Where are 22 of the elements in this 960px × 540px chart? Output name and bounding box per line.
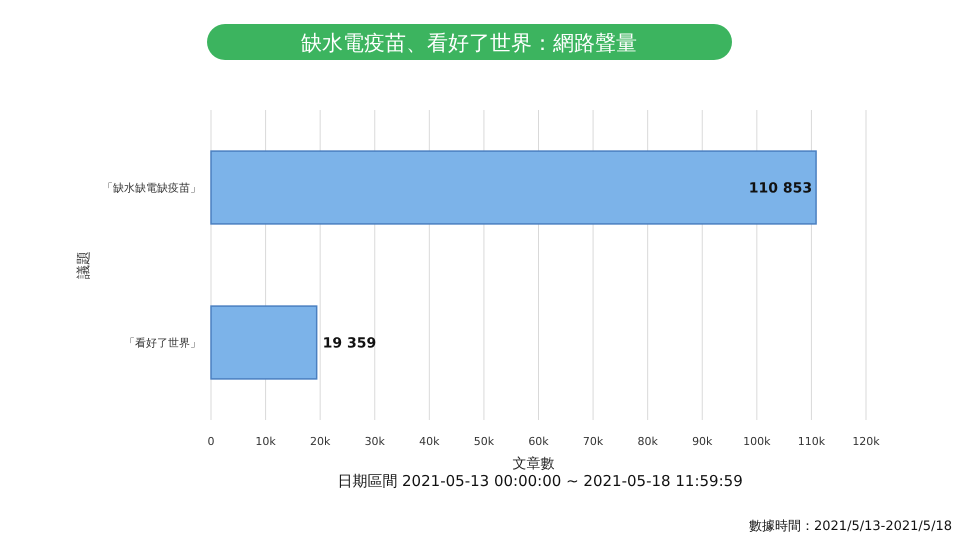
x-tick-label: 50k — [474, 435, 495, 448]
text: 數據時間：2021/5/13-2021/5/18 — [748, 519, 952, 534]
x-tick-label: 120k — [852, 435, 880, 448]
x-tick-label: 40k — [419, 435, 440, 448]
x-tick-label: 100k — [743, 435, 772, 448]
data-label: 19 359 — [322, 336, 376, 352]
text: 日期區間 2021-05-13 00:00:00 ~ 2021-05-18 11:59:59 — [337, 472, 743, 490]
x-tick-label: 0 — [208, 435, 214, 448]
x-tick-label: 110k — [798, 435, 826, 448]
y-axis-title: 議題 — [76, 251, 92, 279]
data-label: 110 853 — [748, 180, 812, 196]
x-tick-label: 90k — [692, 435, 714, 448]
x-tick-label: 20k — [310, 435, 331, 448]
x-tick-label: 60k — [528, 435, 550, 448]
y-tick-label: 「缺水缺電缺疫苗」 — [102, 182, 201, 194]
x-tick-label: 30k — [364, 435, 386, 448]
x-tick-label: 80k — [637, 435, 658, 448]
chart-title: 缺水電疫苗、看好了世界：網路聲量 — [301, 31, 637, 55]
y-tick-label: 「看好了世界」 — [124, 336, 201, 350]
x-tick-label: 10k — [255, 435, 276, 448]
x-tick-label: 70k — [582, 435, 604, 448]
x-axis-title: 文章數 — [512, 456, 554, 472]
